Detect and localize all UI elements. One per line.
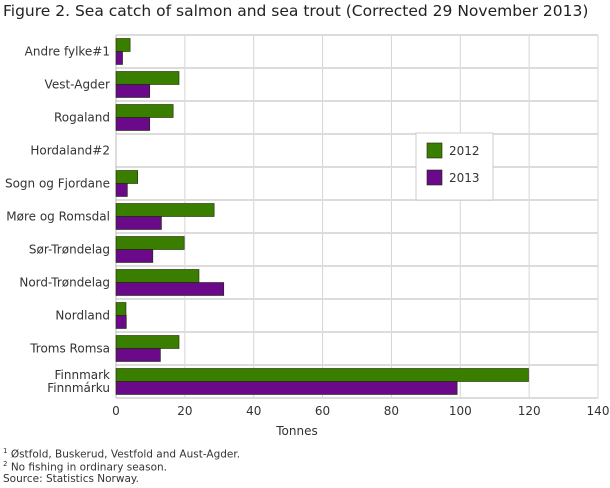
bar-2013 — [115, 84, 151, 98]
x-axis-label: Tonnes — [275, 424, 317, 438]
bar-2012 — [115, 104, 174, 118]
footnote-1-text: Østfold, Buskerud, Vestfold and Aust-Agd… — [10, 448, 241, 461]
category-label: Finnmárku — [47, 381, 110, 395]
footnote-2-text: No fishing in ordinary season. — [10, 461, 167, 474]
bar-2012 — [115, 302, 127, 316]
bar-2013 — [115, 348, 161, 362]
bar-2012 — [115, 170, 138, 184]
category-label: Sør-Trøndelag — [29, 243, 110, 257]
category-label: Andre fylke#1 — [25, 45, 110, 59]
x-tick-label: 140 — [587, 404, 610, 418]
legend-label: 2012 — [449, 144, 480, 158]
category-label: Nordland — [55, 309, 110, 323]
bar-2013 — [115, 315, 127, 329]
bar-2013 — [115, 381, 458, 395]
bar-2013 — [115, 117, 151, 131]
footnote-1-mark: 1 — [3, 447, 8, 455]
category-label: Vest-Agder — [45, 78, 111, 92]
bar-2012 — [115, 71, 180, 85]
bar-2013 — [115, 51, 123, 65]
x-tick-label: 40 — [246, 404, 261, 418]
category-label: Sogn og Fjordane — [5, 177, 110, 191]
bar-2012 — [115, 38, 131, 52]
category-label: Hordaland#2 — [30, 144, 110, 158]
legend-swatch-2013 — [426, 169, 443, 186]
x-tick-label: 100 — [449, 404, 472, 418]
category-label: Troms Romsa — [29, 342, 110, 356]
category-label: Rogaland — [54, 111, 110, 125]
chart-title: Figure 2. Sea catch of salmon and sea tr… — [3, 2, 589, 20]
x-tick-label: 0 — [112, 404, 120, 418]
x-tick-label: 60 — [315, 404, 330, 418]
x-tick-label: 120 — [518, 404, 541, 418]
footnote-2-mark: 2 — [3, 460, 8, 468]
bar-chart: 0 20 40 60 80 100 120 140 Andre fylke#1 Vest-Agde… — [5, 34, 610, 438]
bar-2013 — [115, 216, 162, 230]
legend-swatch-2012 — [426, 142, 443, 159]
bar-2013 — [115, 282, 225, 296]
footnote-1: 1 Østfold, Buskerud, Vestfold and Aust-A… — [3, 447, 240, 461]
x-tick-label: 20 — [177, 404, 192, 418]
bar-2012 — [115, 236, 185, 250]
category-label: Nord-Trøndelag — [19, 276, 110, 290]
bar-2012 — [115, 269, 200, 283]
source-note: Source: Statistics Norway. — [3, 473, 139, 485]
x-tick-label: 80 — [384, 404, 399, 418]
legend-label: 2013 — [449, 171, 480, 185]
footnote-2: 2 No fishing in ordinary season. — [3, 460, 167, 474]
category-label: Møre og Romsdal — [6, 210, 110, 224]
bar-2012 — [115, 368, 529, 382]
category-label: Finnmark — [55, 368, 111, 382]
bar-2013 — [115, 249, 154, 263]
bar-2012 — [115, 203, 215, 217]
bar-2012 — [115, 335, 180, 349]
bar-2013 — [115, 183, 128, 197]
